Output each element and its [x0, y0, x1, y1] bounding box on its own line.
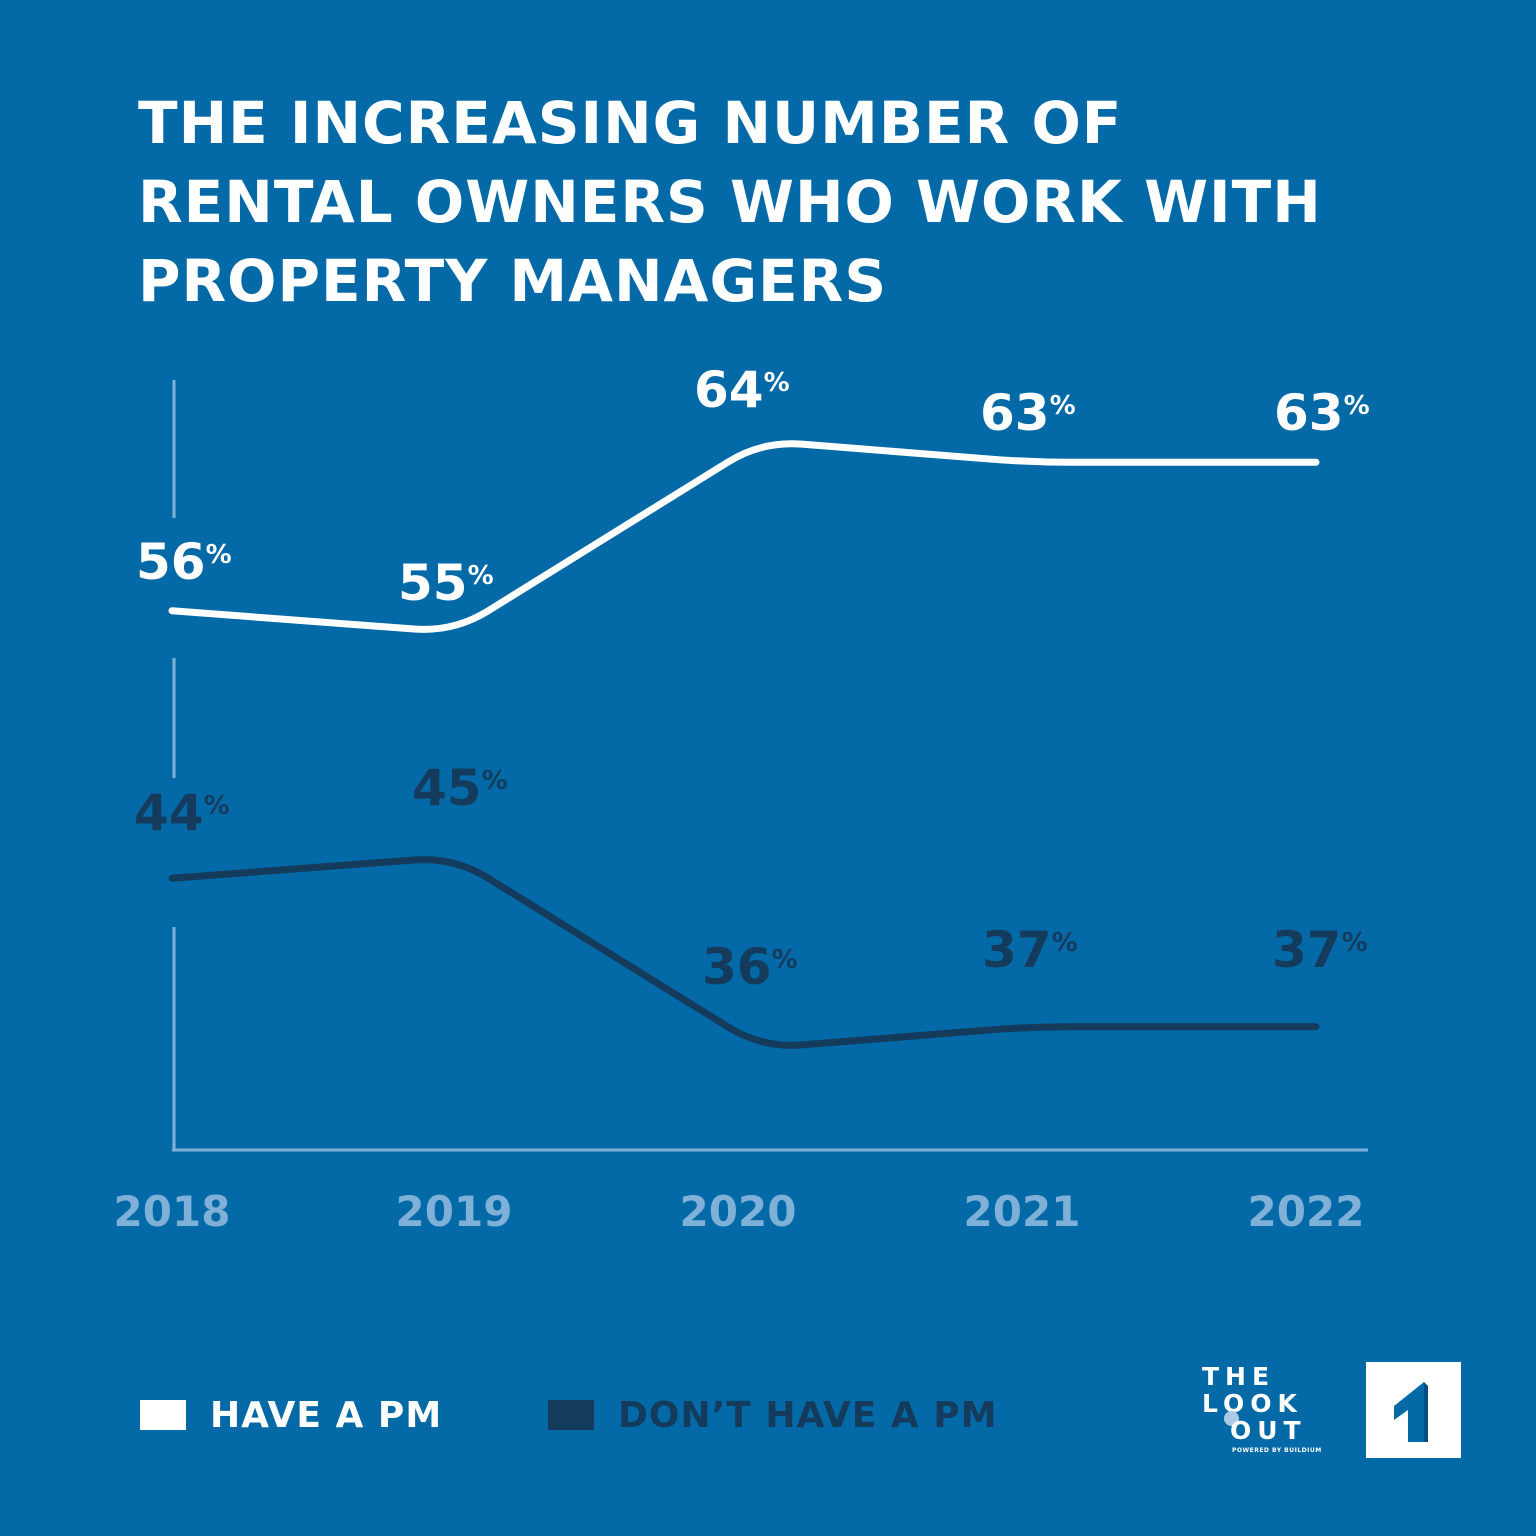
data-label-dont-have-pm-2021: 37%	[982, 921, 1078, 979]
x-tick-label-2020: 2020	[680, 1187, 797, 1236]
data-label-have-pm-2019: 55%	[398, 554, 494, 612]
x-tick-label-2018: 2018	[114, 1187, 231, 1236]
buildium-logo	[1366, 1362, 1461, 1458]
title-line-3: PROPERTY MANAGERS	[138, 247, 888, 315]
data-label-have-pm-2020: 64%	[694, 361, 790, 419]
legend-label-dont-have-pm: DON’T HAVE A PM	[618, 1394, 998, 1436]
legend-item-dont-have-pm: DON’T HAVE A PM	[548, 1393, 998, 1437]
chart-title: THE INCREASING NUMBER OF RENTAL OWNERS W…	[138, 84, 1438, 321]
chart-series-lines	[168, 440, 1320, 1049]
logo-subtext: POWERED BY BUILDIUM	[1232, 1447, 1322, 1454]
legend-item-have-pm: HAVE A PM	[140, 1393, 442, 1437]
title-line-2: RENTAL OWNERS WHO WORK WITH	[138, 168, 1322, 236]
logo-text-look: LOOK	[1202, 1389, 1303, 1418]
x-tick-label-2022: 2022	[1248, 1187, 1365, 1236]
x-tick-label-2021: 2021	[964, 1187, 1081, 1236]
data-label-have-pm-2018: 56%	[136, 533, 232, 591]
chart-axes	[172, 380, 1368, 1152]
legend-label-have-pm: HAVE A PM	[210, 1394, 443, 1436]
data-label-have-pm-2022: 63%	[1274, 384, 1370, 442]
data-label-have-pm-2021: 63%	[980, 384, 1076, 442]
x-axis-tick-labels: 2018 2019 2020 2021 2022	[114, 1187, 1365, 1236]
legend-swatch-dont-have-pm	[548, 1400, 594, 1430]
data-label-dont-have-pm-2019: 45%	[412, 759, 508, 817]
data-label-dont-have-pm-2018: 44%	[134, 784, 230, 842]
x-tick-label-2019: 2019	[396, 1187, 513, 1236]
the-lookout-logo: THE LOOK OUT POWERED BY BUILDIUM	[1202, 1361, 1321, 1461]
series-line-dont-have-pm	[168, 856, 1320, 1049]
series-line-have-pm	[168, 440, 1320, 633]
buildium-mark-icon	[1394, 1382, 1428, 1442]
data-label-dont-have-pm-2022: 37%	[1272, 921, 1368, 979]
chart-data-labels: 56% 55% 64% 63% 63% 44% 45% 36% 37% 37%	[134, 361, 1370, 996]
logo-text-out: OUT	[1230, 1416, 1307, 1445]
legend-swatch-have-pm	[140, 1400, 186, 1430]
title-line-1: THE INCREASING NUMBER OF	[138, 89, 1123, 157]
logo-text-the: THE	[1202, 1362, 1276, 1391]
data-label-dont-have-pm-2020: 36%	[702, 938, 798, 996]
